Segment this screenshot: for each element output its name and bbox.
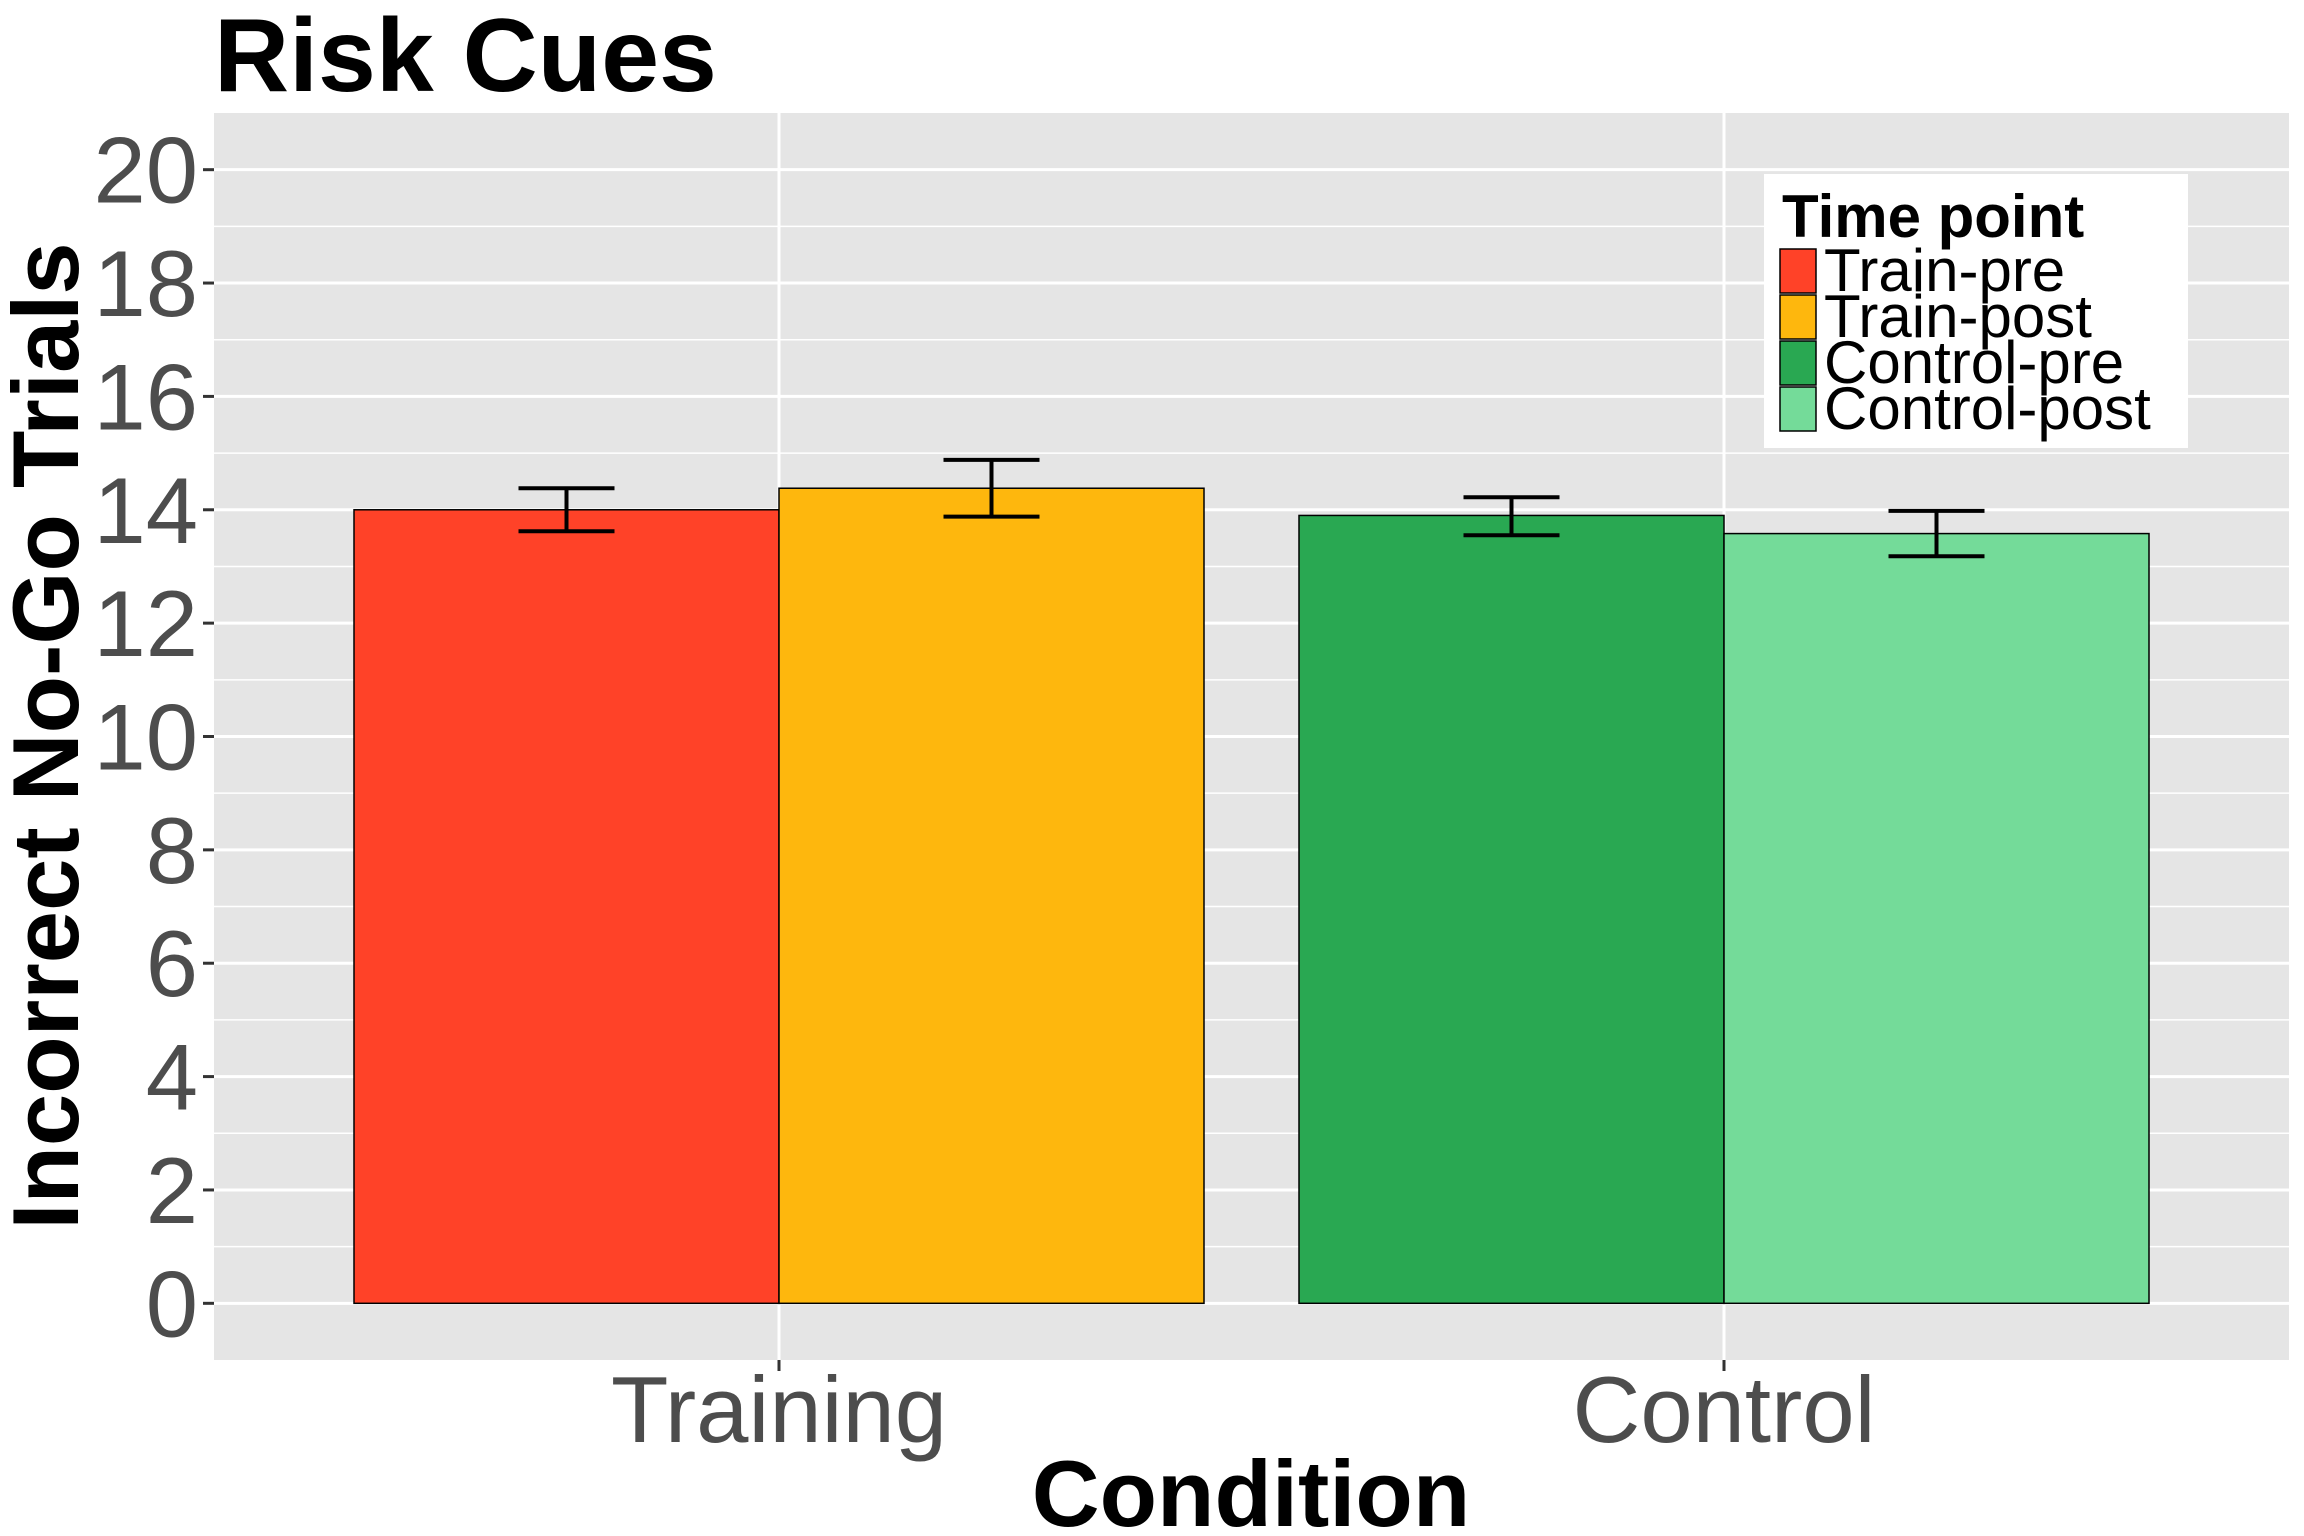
error-bar-train-post: [943, 457, 1040, 519]
bar-train-post: [778, 487, 1205, 1305]
y-tick-label: 8: [146, 798, 198, 903]
bars: [353, 487, 2150, 1305]
y-tick-label: 16: [93, 344, 198, 449]
y-tick-label: 12: [93, 571, 198, 676]
legend-background: [1764, 174, 2188, 448]
y-tick-label: 18: [93, 231, 198, 336]
legend-swatch: [1779, 248, 1817, 294]
legend-item-train-post: Train-post: [1779, 283, 2092, 350]
error-bar-train-pre: [518, 486, 615, 534]
x-category-label: Control: [1572, 1357, 1875, 1462]
legend-swatch: [1779, 386, 1817, 432]
legend-label: Train-pre: [1824, 237, 2065, 304]
legend-label: Train-post: [1824, 283, 2092, 350]
legend-label: Control-post: [1824, 375, 2151, 442]
legend-title: Time point: [1782, 183, 2084, 250]
bar-control-post: [1723, 532, 2150, 1305]
legend-swatch: [1779, 294, 1817, 340]
y-tick-label: 0: [146, 1251, 198, 1356]
chart-title: Risk Cues: [214, 0, 717, 114]
y-tick-label: 6: [146, 911, 198, 1016]
legend-label: Control-pre: [1824, 329, 2124, 396]
y-tick-label: 10: [93, 685, 198, 790]
legend-item-train-pre: Train-pre: [1779, 237, 2065, 304]
error-bar-control-post: [1888, 508, 1985, 559]
legend-item-control-post: Control-post: [1779, 375, 2151, 442]
error-bar-control-pre: [1463, 495, 1560, 538]
y-tick-label: 20: [93, 118, 198, 223]
legend: Time point Train-preTrain-postControl-pr…: [1764, 174, 2188, 448]
bar-control-pre: [1298, 514, 1725, 1305]
legend-swatch: [1779, 340, 1817, 386]
error-bars: [518, 457, 1985, 559]
y-tick-label: 14: [93, 458, 198, 563]
x-axis: Training Control: [611, 1357, 1876, 1462]
legend-items: Train-preTrain-postControl-preControl-po…: [1779, 237, 2151, 442]
x-category-label: Training: [611, 1357, 947, 1462]
legend-item-control-pre: Control-pre: [1779, 329, 2124, 396]
y-tick-label: 2: [146, 1138, 198, 1243]
y-tick-label: 4: [146, 1025, 198, 1130]
y-axis-title: Incorrect No-Go Trials: [0, 242, 98, 1229]
x-axis-title: Condition: [1032, 1441, 1471, 1536]
bar-train-pre: [353, 509, 780, 1305]
